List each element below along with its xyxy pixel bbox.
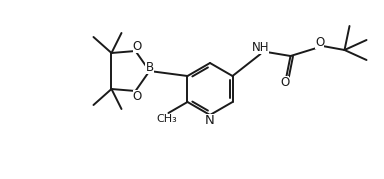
Text: NH: NH xyxy=(252,40,269,54)
Text: CH₃: CH₃ xyxy=(156,114,177,124)
Text: N: N xyxy=(205,113,215,127)
Text: B: B xyxy=(146,61,154,74)
Text: O: O xyxy=(133,40,142,52)
Text: O: O xyxy=(315,35,324,49)
Text: O: O xyxy=(133,90,142,103)
Text: O: O xyxy=(280,76,289,88)
